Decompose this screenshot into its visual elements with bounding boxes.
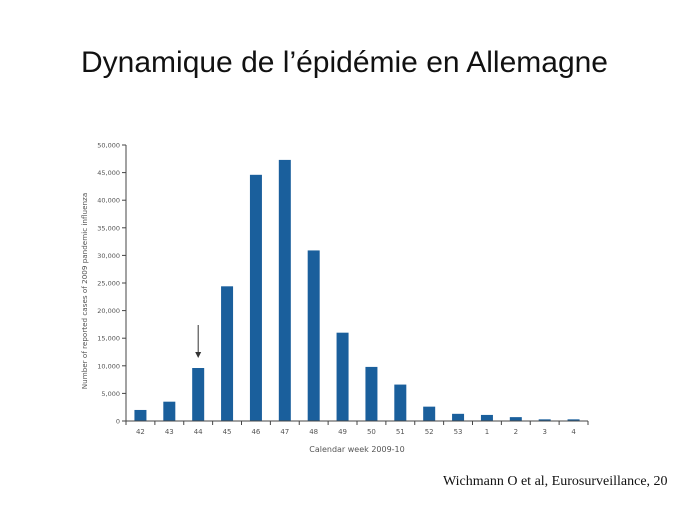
bar-week-2 <box>509 417 522 421</box>
y-tick-label: 10,000 <box>97 362 120 370</box>
citation: Wichmann O et al, Eurosurveillance, 20 <box>443 474 668 489</box>
bar-week-43 <box>163 401 176 421</box>
y-axis-label: Number of reported cases of 2009 pandemi… <box>80 193 89 389</box>
bar-week-42 <box>134 409 147 421</box>
bar-week-3 <box>538 419 551 421</box>
bar-week-45 <box>221 286 234 421</box>
bar-week-44 <box>192 368 205 421</box>
y-tick-label: 40,000 <box>97 197 120 205</box>
bar-week-48 <box>307 250 320 421</box>
y-tick-label: 35,000 <box>97 224 120 232</box>
y-tick-label: 15,000 <box>97 335 120 343</box>
y-tick-label: 25,000 <box>97 280 120 288</box>
x-tick-label: 3 <box>542 428 546 436</box>
y-axis-ticks: 0 5,000 10,000 15,000 20,000 25,000 30,000 35,0… <box>97 142 126 426</box>
y-tick-label: 0 <box>116 418 120 426</box>
x-tick-label: 47 <box>280 428 289 436</box>
x-tick-label: 4 <box>571 428 576 436</box>
x-tick-label: 45 <box>223 428 232 436</box>
y-tick-label: 20,000 <box>97 307 120 315</box>
bar-week-49 <box>336 332 349 421</box>
x-axis-ticks: 42 43 44 45 46 47 48 49 50 51 52 53 1 2 3 4 <box>125 421 589 436</box>
x-tick-label: 48 <box>309 428 318 436</box>
arrow-head <box>195 352 202 359</box>
bar-week-1 <box>480 414 493 421</box>
x-tick-label: 46 <box>251 428 260 436</box>
x-tick-label: 43 <box>165 428 174 436</box>
x-tick-label: 1 <box>485 428 489 436</box>
bar-week-47 <box>278 159 291 422</box>
x-tick-label: 52 <box>425 428 434 436</box>
bar-week-52 <box>423 406 436 421</box>
y-tick-label: 30,000 <box>97 252 120 260</box>
x-tick-label: 49 <box>338 428 347 436</box>
x-axis-label: Calendar week 2009-10 <box>309 445 405 454</box>
x-tick-label: 2 <box>514 428 518 436</box>
y-tick-label: 45,000 <box>97 169 120 177</box>
x-tick-label: 42 <box>136 428 145 436</box>
y-tick-label: 5,000 <box>101 390 120 398</box>
bar-week-46 <box>249 174 262 421</box>
y-tick-label: 50,000 <box>97 142 120 150</box>
x-tick-label: 53 <box>454 428 463 436</box>
bar-week-4 <box>567 419 580 421</box>
annotation-arrow <box>195 325 202 359</box>
x-tick-label: 44 <box>194 428 203 436</box>
x-tick-label: 50 <box>367 428 376 436</box>
bar-week-51 <box>394 384 407 421</box>
bar-week-50 <box>365 366 378 421</box>
bar-week-53 <box>452 413 465 421</box>
slide-title: Dynamique de l’épidémie en Allemagne <box>81 46 608 79</box>
bars <box>134 159 580 422</box>
x-tick-label: 51 <box>396 428 405 436</box>
